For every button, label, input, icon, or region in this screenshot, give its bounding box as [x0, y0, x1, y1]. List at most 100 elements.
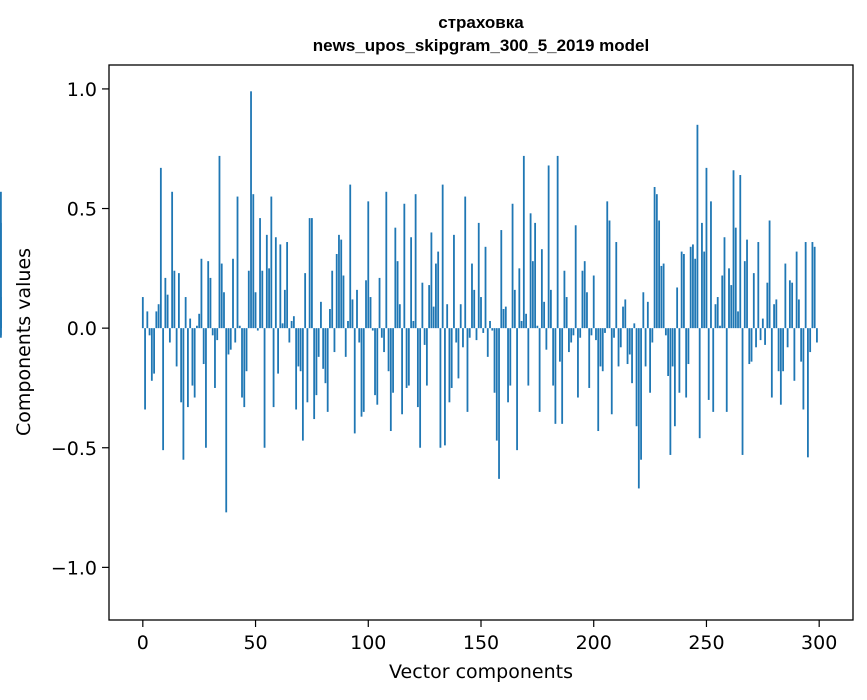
bar-component-37 — [225, 328, 228, 513]
bar-component-67 — [292, 316, 295, 329]
bar-component-246 — [696, 124, 699, 329]
bar-component-28 — [205, 328, 207, 448]
bar-component-176 — [538, 328, 541, 412]
bar-component-125 — [423, 328, 426, 345]
bar-component-283 — [779, 328, 782, 405]
bar-component-166 — [516, 328, 518, 451]
bar-component-15 — [175, 328, 178, 367]
bar-component-93 — [351, 299, 354, 329]
bar-component-261 — [730, 285, 733, 329]
bar-component-57 — [270, 196, 273, 329]
bar-component-12 — [168, 328, 171, 343]
bar-component-16 — [177, 273, 180, 329]
bar-component-61 — [279, 244, 282, 329]
bar-component-239 — [680, 251, 683, 329]
bar-series — [0, 91, 818, 513]
x-axis-ticks: 0 50 100 150 200 250 300 — [137, 620, 837, 654]
bar-component-259 — [725, 328, 728, 412]
bar-component-11 — [166, 294, 169, 329]
bar-component-52 — [259, 218, 261, 329]
y-tick-label: 0.0 — [67, 318, 97, 340]
bar-component-128 — [430, 232, 433, 329]
bar-component-167 — [518, 268, 521, 329]
bar-component-118 — [407, 328, 410, 386]
bar-component-268 — [746, 239, 748, 329]
bar-component-70 — [299, 328, 302, 372]
bar-component-221 — [640, 328, 642, 460]
bar-component-165 — [513, 289, 516, 329]
bar-component-249 — [703, 251, 706, 329]
bar-component-192 — [574, 225, 577, 329]
bar-component-298 — [813, 246, 816, 329]
bar-component-260 — [728, 268, 730, 329]
bar-component-213 — [622, 306, 624, 329]
bar-component-287 — [788, 280, 791, 329]
bar-component-114 — [398, 304, 401, 329]
bar-component-280 — [773, 304, 775, 329]
y-tick-label: 0.5 — [67, 199, 97, 221]
bar-component-43 — [238, 325, 241, 329]
bar-component-177 — [540, 249, 543, 329]
bar-component-175 — [536, 325, 539, 329]
y-tick-label: −1.0 — [51, 557, 97, 579]
bar-component-92 — [349, 184, 352, 329]
bar-component-271 — [752, 273, 755, 329]
bar-component-207 — [608, 220, 611, 329]
bar-component-34 — [218, 155, 221, 329]
bar-component-81 — [324, 328, 327, 384]
bar-component-58 — [272, 328, 275, 408]
bar-component-243 — [689, 246, 692, 329]
bar-component-124 — [421, 282, 424, 329]
bar-component-195 — [581, 270, 584, 329]
bar-component-189 — [568, 328, 570, 353]
bar-component-1 — [144, 328, 146, 410]
bar-component-224 — [646, 301, 649, 329]
bar-component-27 — [202, 328, 205, 365]
bar-component-194 — [579, 328, 582, 338]
bar-component-256 — [719, 325, 721, 329]
bar-component-23 — [193, 328, 196, 398]
bar-component-252 — [710, 201, 712, 329]
x-tick-label: 300 — [801, 632, 837, 654]
bar-component-272 — [755, 328, 757, 348]
bar-component-218 — [633, 323, 636, 329]
bar-component-25 — [198, 313, 201, 329]
bar-component-2 — [146, 311, 149, 329]
bar-component-296 — [809, 328, 812, 353]
x-tick-label: 50 — [243, 632, 267, 654]
bar-component-134 — [444, 328, 446, 446]
bar-component-9 — [162, 328, 165, 451]
bar-component-69 — [297, 328, 300, 367]
bar-component-40 — [232, 258, 234, 329]
x-tick-label: 0 — [137, 632, 149, 654]
bar-component-145 — [468, 328, 471, 338]
bar-component-180 — [547, 165, 550, 329]
bar-component-73 — [306, 328, 309, 403]
bar-component-251 — [707, 328, 710, 400]
bar-component-263 — [734, 227, 737, 329]
chart-title: страховка — [438, 13, 524, 32]
bar-component-77 — [315, 328, 318, 396]
bar-component-164 — [511, 203, 514, 329]
bar-component-257 — [721, 275, 724, 329]
bar-component-110 — [389, 328, 392, 432]
bar-component-97 — [360, 328, 363, 417]
bar-component-235 — [671, 328, 674, 367]
bar-component-65 — [288, 328, 291, 343]
bar-component-286 — [786, 328, 789, 348]
bar-component-269 — [748, 328, 751, 365]
bar-component-198 — [588, 328, 591, 388]
bar-component-219 — [635, 328, 638, 427]
bar-component-190 — [570, 328, 573, 343]
bar-component-163 — [509, 328, 512, 386]
bar-component-120 — [412, 320, 415, 329]
bar-component-133 — [441, 184, 444, 329]
bar-component-155 — [491, 328, 494, 331]
bar-component-100 — [367, 201, 370, 329]
bar-component-50 — [254, 292, 257, 329]
bar-component-153 — [486, 328, 489, 357]
bar-component-79 — [320, 301, 322, 329]
bar-component-10 — [164, 277, 167, 329]
bar-component-47 — [247, 270, 250, 329]
